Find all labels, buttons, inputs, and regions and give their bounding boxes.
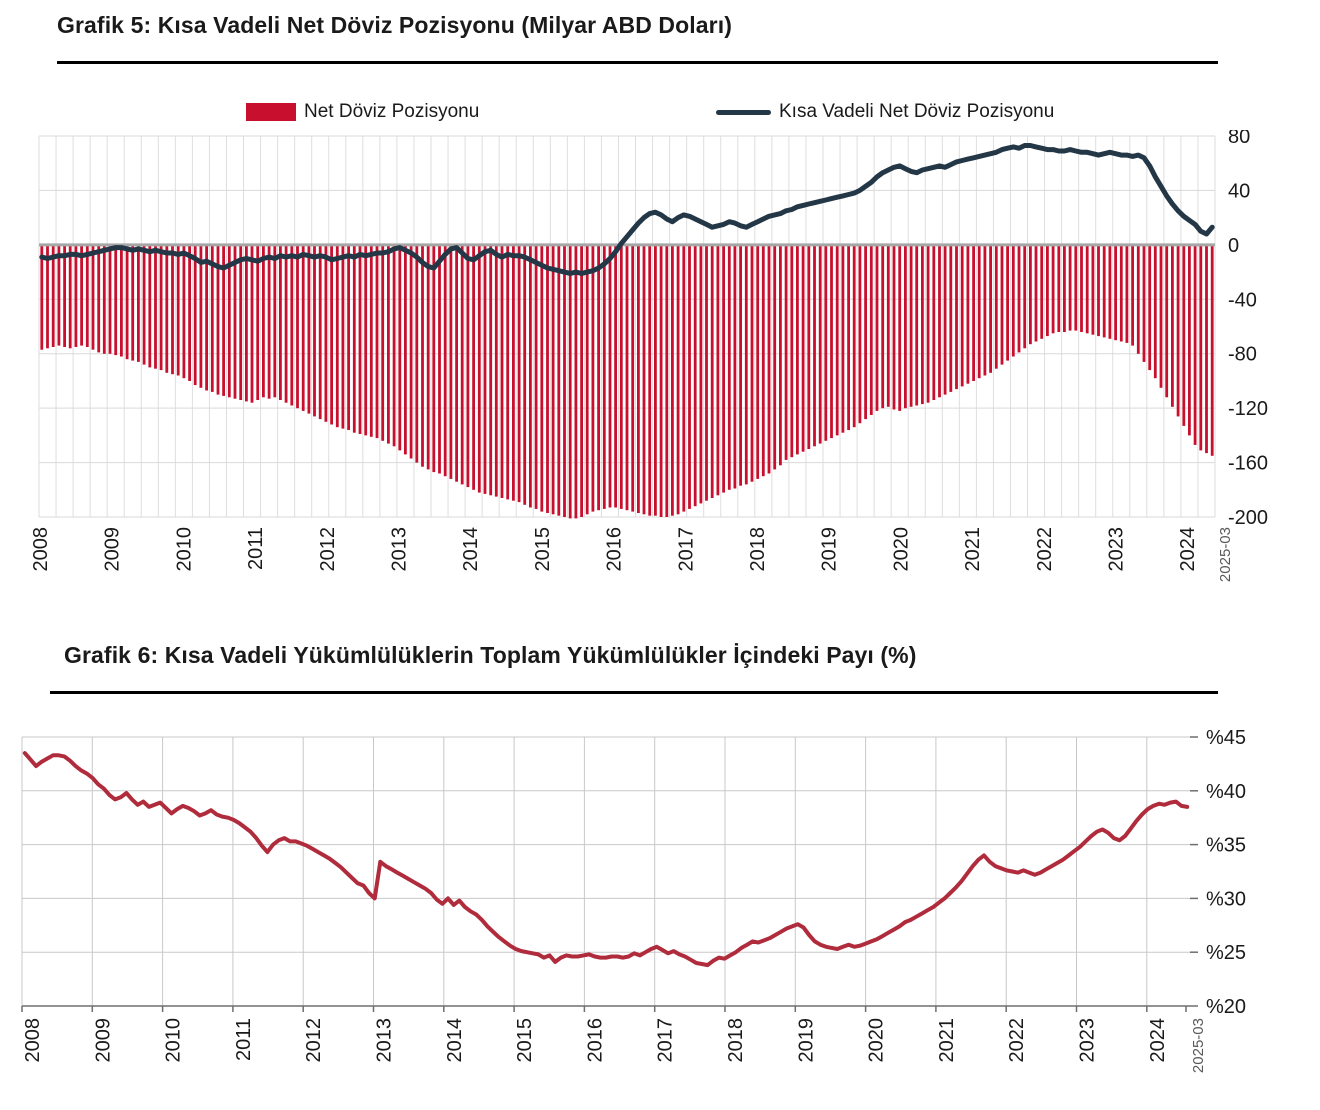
svg-text:2016: 2016 <box>604 527 626 572</box>
svg-text:2018: 2018 <box>747 527 769 572</box>
legend-line-label: Kısa Vadeli Net Döviz Pozisyonu <box>779 101 1055 122</box>
grafik5-title: Grafik 5: Kısa Vadeli Net Döviz Pozisyon… <box>57 12 732 38</box>
svg-text:2024: 2024 <box>1147 1018 1169 1063</box>
svg-text:2015: 2015 <box>532 527 554 572</box>
svg-text:2023: 2023 <box>1077 1018 1099 1063</box>
svg-text:2017: 2017 <box>655 1018 677 1063</box>
legend-bar-label: Net Döviz Pozisyonu <box>304 101 480 122</box>
svg-text:2019: 2019 <box>795 1018 817 1063</box>
grafik5-line-series <box>39 143 1215 276</box>
svg-text:-80: -80 <box>1228 344 1257 366</box>
grafik6-axes <box>21 736 1198 1012</box>
grafik5-gridlines <box>38 135 1216 518</box>
svg-text:%40: %40 <box>1206 781 1246 803</box>
svg-text:2025-03: 2025-03 <box>1217 527 1234 582</box>
grafik6-title-underline <box>50 691 1218 694</box>
grafik5-title-underline <box>57 61 1218 64</box>
svg-text:2011: 2011 <box>233 1018 255 1061</box>
svg-text:2024: 2024 <box>1177 527 1199 572</box>
svg-text:-200: -200 <box>1228 507 1268 529</box>
grafik6-title: Grafik 6: Kısa Vadeli Yükümlülüklerin To… <box>64 642 917 668</box>
svg-text:%45: %45 <box>1206 727 1246 749</box>
svg-text:2009: 2009 <box>92 1018 114 1063</box>
svg-text:2012: 2012 <box>317 527 339 572</box>
svg-text:2023: 2023 <box>1106 527 1128 572</box>
svg-text:2008: 2008 <box>22 1018 44 1063</box>
grafik5-y-axis-labels: 80 40 0 -40 -80 -120 -160 -200 <box>1228 130 1268 529</box>
svg-text:2014: 2014 <box>444 1018 466 1063</box>
svg-text:2013: 2013 <box>374 1018 396 1063</box>
legend-line-swatch <box>716 110 771 115</box>
svg-text:40: 40 <box>1228 180 1250 202</box>
svg-text:2021: 2021 <box>962 527 984 572</box>
svg-text:2011: 2011 <box>245 527 267 570</box>
svg-text:2012: 2012 <box>303 1018 325 1063</box>
svg-text:2010: 2010 <box>163 1018 185 1063</box>
svg-text:2022: 2022 <box>1034 527 1056 572</box>
grafik5-x-axis-labels: 2008 2009 2010 2011 2012 2013 2014 2015 2016 2017… <box>30 527 1234 582</box>
svg-text:2019: 2019 <box>819 527 841 572</box>
grafik6-gridlines <box>21 736 1190 1006</box>
svg-text:2022: 2022 <box>1006 1018 1028 1063</box>
svg-text:-40: -40 <box>1228 289 1257 311</box>
svg-text:2013: 2013 <box>389 527 411 572</box>
grafik6-line-series <box>22 751 1190 968</box>
svg-text:2016: 2016 <box>584 1018 606 1063</box>
grafik6-x-axis-labels: 2008 2009 2010 2011 2012 2013 2014 2015 2016 2017… <box>22 1018 1207 1073</box>
svg-text:2020: 2020 <box>866 1018 888 1063</box>
svg-text:2009: 2009 <box>102 527 124 572</box>
svg-text:%30: %30 <box>1206 888 1246 910</box>
svg-text:2025-03: 2025-03 <box>1190 1018 1207 1073</box>
legend-bar-swatch <box>246 103 296 121</box>
svg-text:2021: 2021 <box>936 1018 958 1063</box>
svg-text:2015: 2015 <box>514 1018 536 1063</box>
svg-text:2010: 2010 <box>173 527 195 572</box>
svg-text:%35: %35 <box>1206 835 1246 857</box>
svg-text:2020: 2020 <box>890 527 912 572</box>
svg-text:%25: %25 <box>1206 942 1246 964</box>
svg-text:-160: -160 <box>1228 453 1268 475</box>
svg-text:80: 80 <box>1228 130 1250 148</box>
grafik6-y-axis-labels: %45 %40 %35 %30 %25 %20 <box>1206 727 1246 1018</box>
svg-text:2018: 2018 <box>725 1018 747 1063</box>
svg-text:2008: 2008 <box>30 527 52 572</box>
svg-text:2017: 2017 <box>675 527 697 572</box>
svg-text:0: 0 <box>1228 235 1239 257</box>
svg-text:%20: %20 <box>1206 996 1246 1018</box>
grafik5-bars-series <box>40 244 1214 519</box>
svg-text:2014: 2014 <box>460 527 482 572</box>
svg-text:-120: -120 <box>1228 398 1268 420</box>
